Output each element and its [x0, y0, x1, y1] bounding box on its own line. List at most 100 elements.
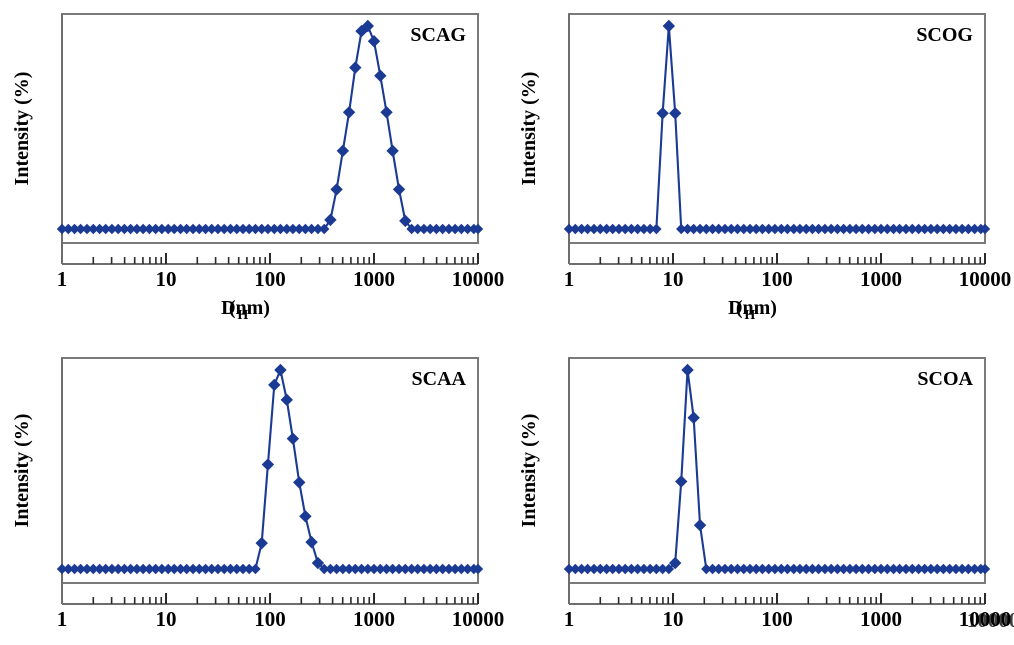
x-tick-label: 10	[663, 607, 684, 631]
data-point	[832, 223, 843, 235]
y-axis-label: Intensity (%)	[518, 72, 540, 186]
data-point	[219, 223, 230, 235]
data-point	[431, 223, 442, 235]
x-tick-label: 1	[564, 267, 575, 291]
data-point	[869, 223, 881, 235]
plot-frame	[568, 13, 986, 244]
data-point	[437, 563, 448, 575]
data-point	[281, 223, 292, 235]
data-series-line	[60, 24, 480, 231]
x-tick-label: 1	[57, 607, 68, 631]
data-point	[601, 563, 612, 575]
data-point	[919, 563, 930, 575]
data-point	[163, 223, 174, 235]
x-axis-label: D H(nm)	[221, 297, 270, 323]
x-axis-label-symbol: D	[221, 297, 235, 319]
data-point	[950, 563, 962, 575]
data-point	[350, 563, 361, 575]
data-point	[819, 223, 831, 235]
data-point	[368, 563, 380, 575]
data-point	[801, 563, 812, 575]
data-point	[638, 563, 650, 575]
data-point	[938, 223, 949, 235]
data-point	[231, 563, 242, 575]
data-point	[963, 223, 974, 235]
data-point	[361, 19, 375, 33]
x-axis-label-symbol: D	[728, 297, 742, 319]
data-point	[169, 223, 180, 235]
data-point	[137, 223, 149, 235]
data-point	[751, 563, 762, 575]
data-point	[400, 563, 411, 575]
x-tick-label: 1	[564, 607, 575, 631]
data-point	[56, 223, 68, 235]
data-point	[813, 223, 824, 235]
data-point	[769, 223, 781, 235]
data-point	[938, 563, 949, 575]
data-point	[219, 563, 230, 575]
data-point	[931, 223, 943, 235]
data-point	[280, 393, 293, 407]
data-point	[312, 223, 324, 235]
data-point	[336, 144, 350, 158]
data-point	[392, 183, 406, 196]
data-point	[356, 563, 367, 575]
data-point	[850, 563, 862, 575]
x-tick-label: 1000	[860, 267, 902, 291]
data-point	[330, 183, 343, 196]
data-point	[456, 223, 467, 235]
data-point	[275, 223, 286, 235]
data-point	[106, 223, 118, 235]
data-point	[931, 563, 943, 575]
x-tick-label: 10000	[959, 267, 1012, 291]
data-point	[663, 563, 675, 575]
data-point	[119, 223, 130, 235]
data-point	[194, 223, 205, 235]
data-point	[250, 223, 261, 235]
data-point	[944, 563, 955, 575]
data-point	[913, 223, 924, 235]
panel-scoa: 1 10 100 1000 10000 10000 SCOA Intensity (%)	[507, 340, 1014, 645]
data-point	[788, 563, 799, 575]
data-point	[801, 223, 812, 235]
data-point	[681, 363, 694, 377]
data-point	[832, 563, 843, 575]
data-point	[563, 563, 575, 575]
data-point	[343, 563, 355, 575]
data-point	[237, 563, 249, 575]
data-point	[206, 563, 217, 575]
data-point	[888, 563, 899, 575]
data-point	[169, 563, 180, 575]
data-point	[100, 563, 111, 575]
data-point	[969, 223, 980, 235]
x-tick-label: 10	[663, 267, 684, 291]
data-point	[418, 223, 430, 235]
data-point	[380, 106, 393, 119]
data-point	[324, 213, 337, 227]
data-point	[595, 563, 606, 575]
data-point	[656, 107, 669, 120]
data-point	[255, 536, 268, 550]
data-point	[337, 563, 349, 575]
data-point	[375, 563, 386, 575]
data-point	[462, 563, 473, 575]
x-tick-label-duplicate: 10000	[967, 608, 1014, 632]
data-point	[63, 223, 74, 235]
panel-tag-scag: SCAG	[410, 24, 466, 46]
x-axis-label-subscript: H	[237, 308, 248, 323]
data-point	[619, 223, 631, 235]
data-point	[274, 363, 287, 377]
data-point	[688, 223, 699, 235]
data-point	[757, 563, 768, 575]
data-point	[386, 144, 399, 158]
data-point	[200, 223, 211, 235]
data-point	[112, 223, 124, 235]
data-point	[913, 563, 924, 575]
x-tick-label: 100	[761, 267, 793, 291]
x-tick-label: 10	[156, 607, 177, 631]
data-point	[69, 223, 80, 235]
data-point	[75, 563, 86, 575]
data-point	[863, 563, 874, 575]
data-point	[286, 432, 300, 445]
